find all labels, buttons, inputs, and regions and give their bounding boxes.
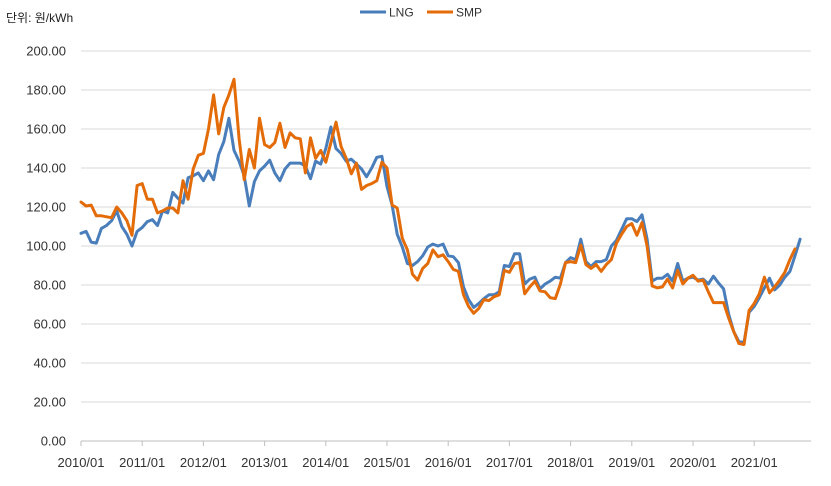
x-tick-label: 2010/01 (58, 455, 105, 470)
unit-label: 단위: 원/kWh (6, 11, 74, 25)
x-tick-label: 2019/01 (608, 455, 655, 470)
series-line-smp (79, 77, 797, 346)
x-tick-label: 2015/01 (364, 455, 411, 470)
y-tick-label: 20.00 (33, 395, 66, 410)
y-tick-label: 120.00 (26, 200, 66, 215)
x-tick-label: 2014/01 (302, 455, 349, 470)
series-lines (79, 77, 802, 346)
gridlines (81, 50, 811, 403)
legend-label-smp: SMP (456, 6, 482, 20)
y-tick-label: 180.00 (26, 83, 66, 98)
x-tick-label: 2020/01 (670, 455, 717, 470)
y-tick-label: 40.00 (33, 356, 66, 371)
y-tick-label: 160.00 (26, 122, 66, 137)
x-tick-label: 2018/01 (547, 455, 594, 470)
x-tick-label: 2016/01 (425, 455, 472, 470)
y-tick-label: 60.00 (33, 317, 66, 332)
y-axis-ticks: 0.00 20.00 40.00 60.00 80.00 100.00 120.00 140.… (26, 44, 66, 449)
x-tick-label: 2017/01 (486, 455, 533, 470)
legend: LNG SMP (360, 6, 482, 20)
y-tick-label: 0.00 (41, 434, 66, 449)
y-tick-label: 80.00 (33, 278, 66, 293)
y-tick-label: 140.00 (26, 161, 66, 176)
series-line-lng (79, 116, 802, 344)
x-tick-label: 2012/01 (180, 455, 227, 470)
x-tick-label: 2013/01 (241, 455, 288, 470)
x-tick-label: 2021/01 (731, 455, 778, 470)
legend-label-lng: LNG (389, 6, 414, 20)
y-tick-label: 200.00 (26, 44, 66, 59)
y-tick-label: 100.00 (26, 239, 66, 254)
x-tick-label: 2011/01 (119, 455, 165, 470)
x-axis-ticks: 2010/01 2011/01 2012/01 2013/01 2014/01 2015/… (58, 441, 778, 470)
